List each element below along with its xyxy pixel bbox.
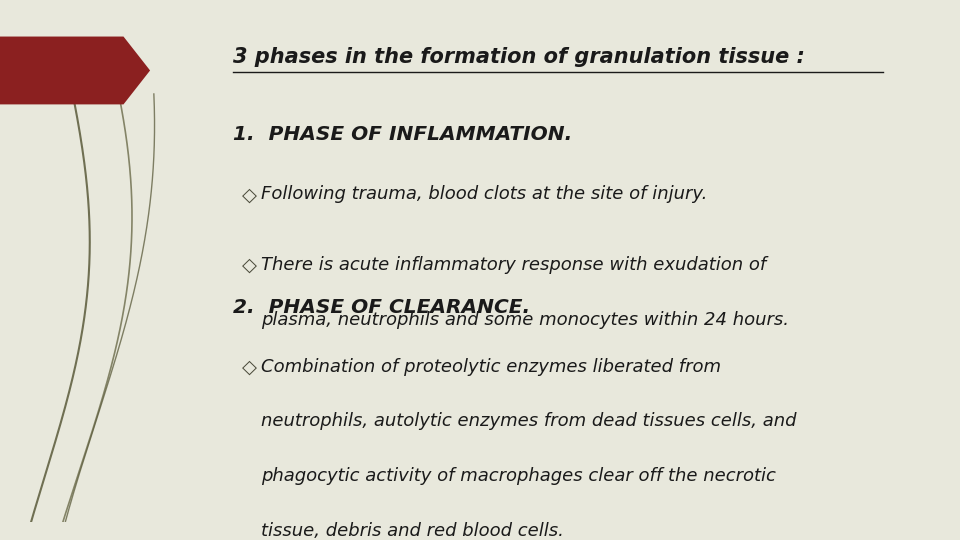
Text: 1.  PHASE OF INFLAMMATION.: 1. PHASE OF INFLAMMATION. [232,125,572,144]
Text: Combination of proteolytic enzymes liberated from: Combination of proteolytic enzymes liber… [261,357,721,376]
Text: tissue, debris and red blood cells.: tissue, debris and red blood cells. [261,522,564,540]
Text: ◇: ◇ [242,256,257,275]
Text: Following trauma, blood clots at the site of injury.: Following trauma, blood clots at the sit… [261,185,708,203]
Text: ◇: ◇ [242,185,257,204]
Polygon shape [0,37,150,104]
Text: 2.  PHASE OF CLEARANCE.: 2. PHASE OF CLEARANCE. [232,298,530,316]
Text: 3 phases in the formation of granulation tissue :: 3 phases in the formation of granulation… [232,47,804,67]
Text: ◇: ◇ [242,357,257,376]
Text: neutrophils, autolytic enzymes from dead tissues cells, and: neutrophils, autolytic enzymes from dead… [261,413,797,430]
Text: plasma, neutrophils and some monocytes within 24 hours.: plasma, neutrophils and some monocytes w… [261,310,789,328]
Text: There is acute inflammatory response with exudation of: There is acute inflammatory response wit… [261,256,766,274]
Text: phagocytic activity of macrophages clear off the necrotic: phagocytic activity of macrophages clear… [261,467,776,485]
